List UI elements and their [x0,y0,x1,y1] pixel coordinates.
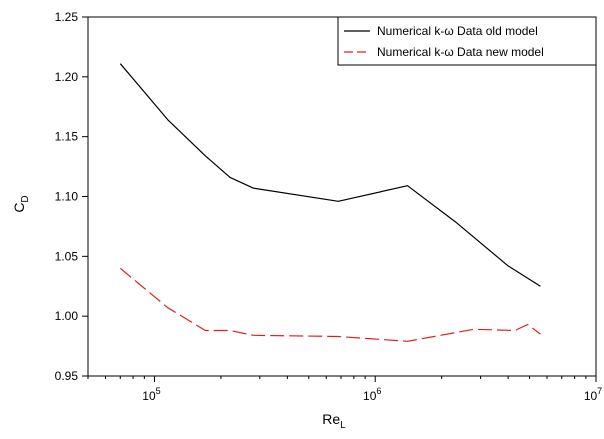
x-tick-label: 106 [363,386,381,403]
y-tick-label: 1.15 [55,130,79,144]
series-line-old-model [119,63,541,287]
y-tick-label: 1.10 [55,190,79,204]
x-tick-exponent: 6 [376,386,381,396]
series-layer [119,63,541,342]
plot-frame [87,16,597,377]
x-tick-label: 107 [584,386,602,403]
legend: Numerical k-ω Data old model Numerical k… [337,16,597,66]
y-tick-label: 1.00 [55,309,79,323]
x-tick-base: 10 [142,389,156,403]
legend-label-old-model: Numerical k-ω Data old model [377,24,538,38]
y-tick-label: 1.20 [55,70,79,84]
x-tick-label: 105 [142,386,160,403]
series-line-new-model [119,267,541,342]
x-tick-base: 10 [584,389,598,403]
x-axis-title-sub: L [340,420,346,431]
y-axis-title-sub: D [20,195,31,202]
y-axis-title-main: C [11,203,27,213]
y-tick-label: 0.95 [55,369,79,383]
y-tick-label: 1.05 [55,249,79,263]
y-tick-label: 1.25 [55,10,79,24]
x-tick-exponent: 5 [156,386,161,396]
y-axis-title: CD [11,195,31,212]
x-tick-exponent: 7 [597,386,602,396]
x-axis-title: ReL [322,411,346,431]
x-tick-base: 10 [363,389,377,403]
y-axis-ticks: 0.95 1.00 1.05 1.10 1.15 1.20 1.25 [55,10,88,383]
x-axis-ticks: 105 106 107 [87,376,602,403]
legend-box [337,16,597,66]
x-axis-title-main: Re [322,411,340,427]
legend-label-new-model: Numerical k-ω Data new model [377,45,544,59]
